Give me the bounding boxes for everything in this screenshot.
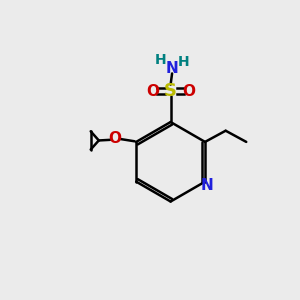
Text: O: O [182,84,195,99]
Text: N: N [200,178,213,193]
Text: H: H [154,53,166,67]
Text: S: S [164,82,177,100]
Text: H: H [178,55,189,69]
Text: N: N [166,61,178,76]
Text: O: O [146,84,159,99]
Text: O: O [109,131,122,146]
